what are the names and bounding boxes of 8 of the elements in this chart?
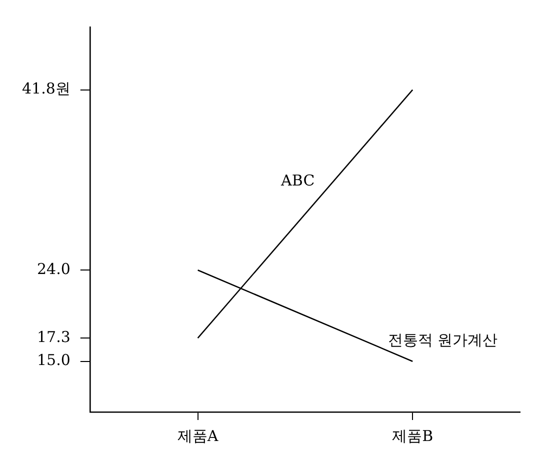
x-tick-label: 제품B [392,426,434,445]
y-tick-label: 17.3 [36,328,70,346]
y-tick-label: 41.8원 [22,80,70,98]
series-label: 전통적 원가계산 [388,330,498,349]
y-tick-label: 15.0 [36,351,70,370]
x-tick-label: 제품A [177,426,218,445]
y-tick-label: 24.0 [36,260,70,278]
series-label: ABC [280,171,315,190]
